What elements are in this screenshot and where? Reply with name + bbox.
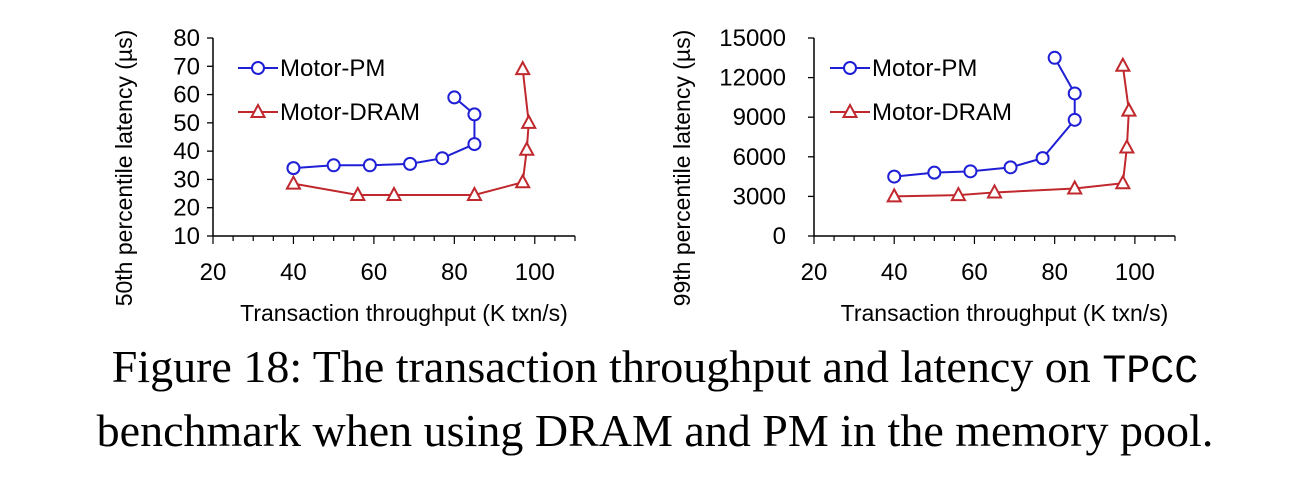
x-tick-label: 20	[200, 259, 227, 286]
data-point	[927, 165, 942, 180]
data-point	[950, 185, 967, 202]
y-tick-label: 6000	[733, 144, 786, 171]
data-point	[466, 185, 483, 201]
y-tick-label: 3000	[733, 183, 786, 210]
data-point	[514, 173, 531, 189]
y-tick-label: 12000	[719, 65, 786, 92]
data-point	[326, 158, 341, 173]
figure-caption: Figure 18: The transaction throughput an…	[0, 338, 1310, 460]
legend-label: Motor-PM	[280, 55, 385, 82]
x-tick-label: 100	[1115, 259, 1155, 286]
y-tick-label: 80	[173, 25, 200, 52]
y-tick-label: 70	[173, 53, 200, 80]
data-point	[514, 60, 531, 76]
data-point	[362, 158, 377, 173]
y-tick-label: 0	[773, 223, 786, 250]
data-point	[349, 185, 366, 201]
x-axis-title: Transaction throughput (K txn/s)	[841, 300, 1169, 326]
y-tick-label: 15000	[719, 25, 786, 52]
data-point	[886, 187, 903, 203]
data-point	[403, 156, 418, 171]
data-point	[963, 164, 978, 179]
y-axis-title: 50th percentile latency (µs)	[111, 30, 137, 307]
data-point	[467, 107, 482, 122]
data-point	[447, 90, 462, 105]
data-point	[1035, 151, 1050, 166]
x-tick-label: 80	[441, 259, 468, 286]
data-point	[467, 137, 482, 152]
y-tick-label: 40	[173, 138, 200, 165]
x-axis-title: Transaction throughput (K txn/s)	[240, 300, 568, 326]
data-point	[1067, 86, 1082, 101]
x-tick-label: 80	[1041, 259, 1068, 286]
legend-marker	[843, 61, 857, 75]
data-point	[1120, 101, 1138, 117]
legend-marker	[251, 61, 265, 75]
x-tick-label: 40	[280, 259, 307, 286]
x-tick-label: 60	[961, 259, 988, 286]
data-point	[1047, 50, 1062, 65]
y-tick-label: 30	[173, 166, 200, 193]
y-tick-label: 9000	[733, 104, 786, 131]
y-tick-label: 20	[173, 195, 200, 222]
legend-label: Motor-DRAM	[280, 99, 420, 126]
data-point	[435, 151, 450, 166]
legend-marker	[841, 102, 859, 118]
data-point	[1066, 179, 1083, 195]
data-point	[1114, 174, 1132, 190]
caption-code: TPCC	[1102, 350, 1199, 395]
data-point	[887, 169, 902, 184]
data-point	[385, 185, 403, 201]
x-tick-label: 20	[801, 259, 828, 286]
caption-line-2: benchmark when using DRAM and PM in the …	[96, 405, 1214, 456]
y-axis-title: 99th percentile latency (µs)	[669, 30, 695, 307]
caption-line-1: Figure 18: The transaction throughput an…	[0, 338, 1310, 402]
series-line-motor-dram	[894, 65, 1130, 198]
legend-label: Motor-PM	[872, 55, 977, 82]
data-point	[520, 113, 537, 129]
data-point	[1003, 160, 1018, 175]
data-point	[285, 174, 302, 190]
data-point	[1067, 112, 1082, 127]
y-tick-label: 10	[173, 223, 200, 250]
legend-label: Motor-DRAM	[872, 99, 1012, 126]
y-tick-label: 50	[173, 110, 200, 137]
data-point	[1118, 138, 1136, 154]
data-point	[518, 140, 535, 156]
legend-marker	[249, 102, 267, 118]
caption-prefix: Figure 18: The transaction throughput an…	[111, 341, 1103, 392]
x-tick-label: 100	[515, 259, 555, 286]
data-point	[986, 183, 1003, 199]
series-line-motor-dram	[293, 69, 530, 196]
data-point	[286, 161, 301, 176]
x-tick-label: 40	[881, 259, 908, 286]
x-tick-label: 60	[361, 259, 388, 286]
y-tick-label: 60	[173, 82, 200, 109]
data-point	[1114, 56, 1132, 72]
